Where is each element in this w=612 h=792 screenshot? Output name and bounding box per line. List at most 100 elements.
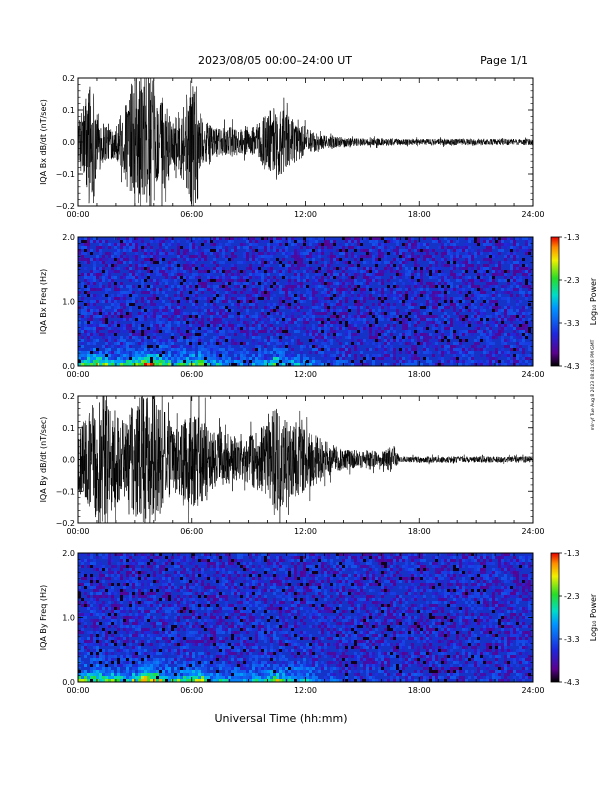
spectrogram-cell	[114, 622, 117, 625]
spectrogram-cell	[450, 318, 453, 321]
spectrogram-cell	[384, 240, 387, 243]
spectrogram-cell	[156, 336, 159, 339]
spectrogram-cell	[114, 297, 117, 300]
spectrogram-cell	[360, 243, 363, 246]
spectrogram-cell	[231, 288, 234, 291]
spectrogram-cell	[165, 312, 168, 315]
spectrogram-cell	[408, 273, 411, 276]
spectrogram-cell	[315, 297, 318, 300]
spectrogram-cell	[216, 345, 219, 348]
spectrogram-cell	[438, 309, 441, 312]
spectrogram-cell	[213, 258, 216, 261]
spectrogram-cell	[192, 351, 195, 354]
spectrogram-cell	[285, 303, 288, 306]
spectrogram-cell	[105, 589, 108, 592]
spectrogram-cell	[108, 568, 111, 571]
spectrogram-cell	[213, 303, 216, 306]
spectrogram-cell	[267, 270, 270, 273]
spectrogram-cell	[210, 300, 213, 303]
spectrogram-cell	[126, 249, 129, 252]
spectrogram-cell	[141, 240, 144, 243]
spectrogram-cell	[84, 252, 87, 255]
spectrogram-cell	[324, 321, 327, 324]
spectrogram-cell	[210, 345, 213, 348]
spectrogram-cell	[426, 339, 429, 342]
spectrogram-cell	[174, 267, 177, 270]
spectrogram-cell	[102, 288, 105, 291]
spectrogram-cell	[87, 321, 90, 324]
spectrogram-cell	[513, 363, 516, 366]
x-tick-label: 06:00	[180, 527, 203, 536]
spectrogram-cell	[108, 357, 111, 360]
spectrogram-cell	[120, 649, 123, 652]
spectrogram-cell	[492, 276, 495, 279]
spectrogram-cell	[174, 354, 177, 357]
spectrogram-cell	[108, 348, 111, 351]
spectrogram-cell	[222, 309, 225, 312]
spectrogram-cell	[309, 330, 312, 333]
spectrogram-cell	[162, 267, 165, 270]
spectrogram-cell	[306, 270, 309, 273]
spectrogram-cell	[93, 315, 96, 318]
spectrogram-cell	[84, 285, 87, 288]
spectrogram-cell	[153, 309, 156, 312]
spectrogram-cell	[225, 294, 228, 297]
spectrogram-cell	[105, 637, 108, 640]
spectrogram-cell	[309, 261, 312, 264]
spectrogram-cell	[159, 342, 162, 345]
spectrogram-cell	[498, 279, 501, 282]
spectrogram-cell	[87, 357, 90, 360]
spectrogram-cell	[120, 261, 123, 264]
spectrogram-cell	[510, 255, 513, 258]
spectrogram-cell	[90, 586, 93, 589]
spectrogram-cell	[246, 345, 249, 348]
spectrogram-cell	[153, 363, 156, 366]
spectrogram-cell	[324, 345, 327, 348]
spectrogram-cell	[315, 345, 318, 348]
spectrogram-cell	[192, 315, 195, 318]
spectrogram-cell	[273, 312, 276, 315]
spectrogram-cell	[243, 279, 246, 282]
spectrogram-cell	[351, 297, 354, 300]
spectrogram-cell	[432, 327, 435, 330]
spectrogram-cell	[174, 270, 177, 273]
spectrogram-cell	[282, 276, 285, 279]
spectrogram-cell	[147, 312, 150, 315]
spectrogram-cell	[501, 279, 504, 282]
spectrogram-cell	[429, 255, 432, 258]
spectrogram-cell	[177, 246, 180, 249]
spectrogram-cell	[252, 252, 255, 255]
spectrogram-cell	[198, 270, 201, 273]
spectrogram-cell	[333, 267, 336, 270]
spectrogram-cell	[519, 324, 522, 327]
spectrogram-cell	[102, 315, 105, 318]
spectrogram-cell	[204, 282, 207, 285]
spectrogram-cell	[135, 300, 138, 303]
spectrogram-cell	[270, 336, 273, 339]
spectrogram-cell	[222, 363, 225, 366]
spectrogram-cell	[288, 354, 291, 357]
spectrogram-cell	[234, 249, 237, 252]
spectrogram-cell	[219, 339, 222, 342]
spectrogram-cell	[90, 363, 93, 366]
spectrogram-cell	[519, 267, 522, 270]
spectrogram-cell	[138, 351, 141, 354]
spectrogram-cell	[141, 363, 144, 366]
spectrogram-cell	[243, 363, 246, 366]
spectrogram-cell	[255, 303, 258, 306]
spectrogram-cell	[393, 282, 396, 285]
spectrogram-cell	[129, 291, 132, 294]
spectrogram-cell	[429, 291, 432, 294]
spectrogram-cell	[408, 342, 411, 345]
spectrogram-cell	[465, 258, 468, 261]
spectrogram-cell	[279, 342, 282, 345]
spectrogram-cell	[219, 357, 222, 360]
spectrogram-cell	[123, 330, 126, 333]
spectrogram-cell	[246, 324, 249, 327]
spectrogram-cell	[486, 333, 489, 336]
spectrogram-cell	[375, 354, 378, 357]
spectrogram-cell	[177, 240, 180, 243]
spectrogram-cell	[129, 360, 132, 363]
spectrogram-cell	[78, 601, 81, 604]
spectrogram-cell	[93, 637, 96, 640]
